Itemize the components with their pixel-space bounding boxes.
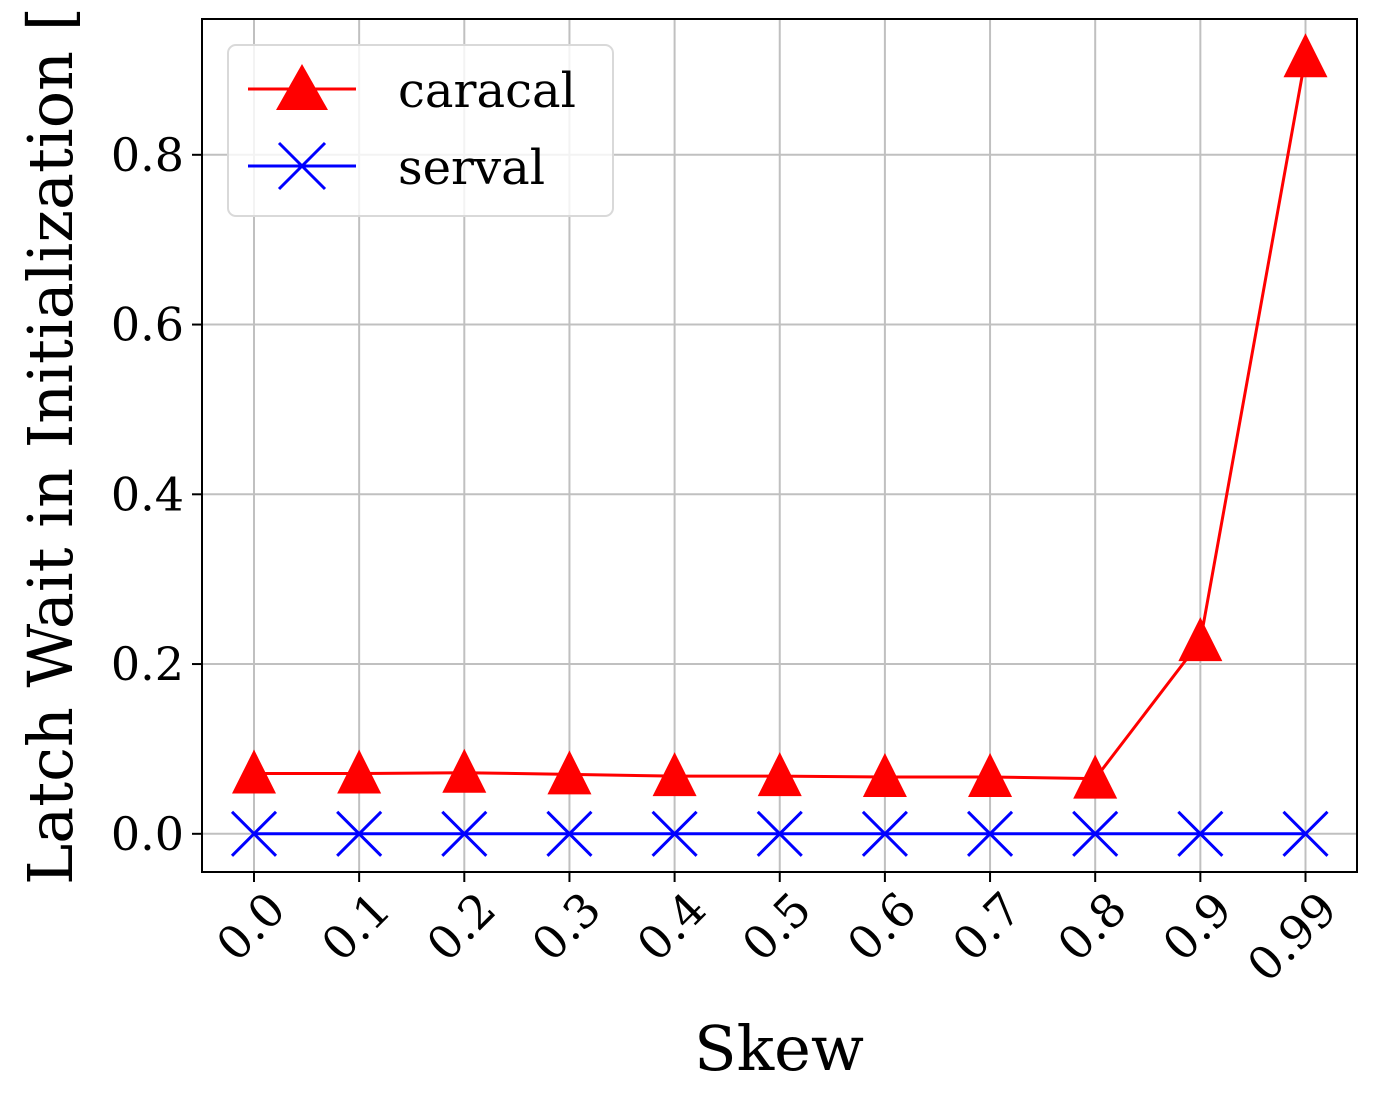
caracal-point (337, 749, 382, 794)
y-tick-label: 0.6 (111, 298, 184, 352)
serval-point (1177, 810, 1224, 857)
y-axis: 0.0 0.2 0.4 0.6 0.8 (111, 128, 202, 861)
caracal-point (862, 752, 907, 797)
y-tick-label: 0.4 (111, 467, 184, 521)
x-tick-label: 0.7 (942, 882, 1032, 972)
legend-triangle-marker-icon (276, 64, 328, 110)
y-tick-label: 0.0 (111, 807, 184, 861)
caracal-point (1283, 33, 1328, 78)
serval-point (756, 810, 803, 857)
x-marker-stroke (651, 810, 698, 857)
legend-entry-serval: serval (248, 140, 545, 196)
x-tick-label: 0.3 (521, 882, 611, 972)
serval-point (966, 810, 1014, 857)
caracal-point (757, 752, 802, 797)
caracal-point (547, 750, 592, 795)
legend-entry-caracal: caracal (248, 63, 576, 119)
x-marker-stroke (966, 810, 1014, 857)
x-axis-title: Skew (694, 1012, 864, 1085)
series-serval (230, 810, 1329, 857)
x-marker-stroke (1177, 810, 1224, 857)
serval-point (336, 810, 383, 857)
caracal-point (1178, 617, 1223, 662)
x-marker-stroke (861, 810, 908, 857)
legend-x-marker-icon (277, 141, 327, 191)
legend: caracal serval (227, 44, 614, 217)
x-tick-label: 0.0 (206, 882, 296, 972)
x-tick-label: 0.8 (1047, 882, 1137, 972)
series-layer (230, 33, 1329, 857)
caracal-point (442, 748, 487, 793)
legend-label-serval: serval (398, 140, 545, 196)
serval-point (230, 810, 278, 857)
serval-point (546, 810, 593, 857)
serval-point (861, 810, 908, 857)
x-tick-label: 0.1 (311, 882, 401, 972)
serval-point (441, 810, 488, 857)
y-tick-label: 0.8 (111, 128, 184, 182)
caracal-point (1073, 754, 1118, 799)
x-marker-stroke (336, 810, 383, 857)
serval-point (651, 810, 698, 857)
x-tick-label: 0.9 (1152, 882, 1242, 972)
series-caracal (232, 33, 1328, 799)
serval-point (1072, 810, 1119, 857)
x-tick-label: 0.5 (732, 882, 822, 972)
x-tick-label: 0.4 (626, 882, 716, 972)
legend-label-caracal: caracal (398, 63, 576, 119)
caracal-point (232, 749, 276, 794)
caracal-point (968, 752, 1013, 797)
x-tick-label: 0.99 (1237, 882, 1348, 993)
x-axis: 0.0 0.1 0.2 0.3 0.4 0.5 0.6 0.7 0.8 0.90.99 (206, 872, 1347, 992)
x-tick-label: 0.2 (416, 882, 506, 972)
y-tick-label: 0.2 (111, 637, 184, 691)
caracal-point (652, 752, 697, 797)
x-marker-stroke (1282, 810, 1329, 857)
x-marker-stroke (441, 810, 488, 857)
y-axis-title: Latch Wait in Initialization [ (14, 7, 87, 885)
x-marker-stroke (546, 810, 593, 857)
x-marker-stroke (1072, 810, 1119, 857)
serval-point (1282, 810, 1329, 857)
x-marker-stroke (756, 810, 803, 857)
x-marker-stroke (230, 810, 278, 857)
x-tick-label: 0.6 (837, 882, 927, 972)
